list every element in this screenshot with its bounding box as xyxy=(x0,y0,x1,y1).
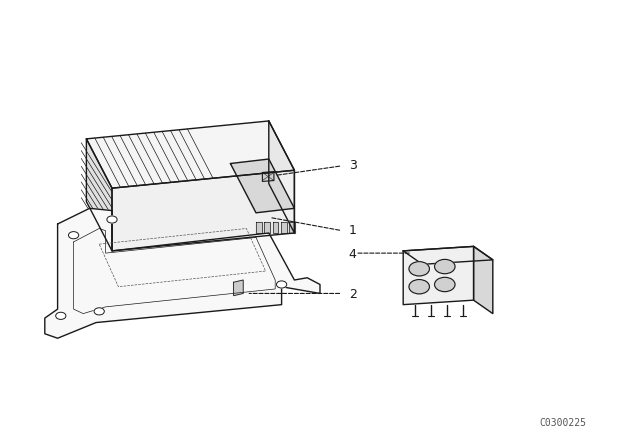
Circle shape xyxy=(435,259,455,274)
Polygon shape xyxy=(86,121,294,188)
Circle shape xyxy=(68,232,79,239)
Polygon shape xyxy=(234,280,243,296)
Polygon shape xyxy=(273,222,278,233)
Circle shape xyxy=(276,281,287,288)
Circle shape xyxy=(94,308,104,315)
Polygon shape xyxy=(86,139,112,251)
Text: 3: 3 xyxy=(349,159,356,172)
Text: 4: 4 xyxy=(349,248,356,261)
Polygon shape xyxy=(289,222,295,233)
Polygon shape xyxy=(403,246,493,264)
Polygon shape xyxy=(262,172,274,181)
Polygon shape xyxy=(403,246,474,305)
Polygon shape xyxy=(112,170,294,251)
Polygon shape xyxy=(256,222,262,233)
Circle shape xyxy=(107,216,117,223)
Text: 1: 1 xyxy=(349,224,356,237)
Circle shape xyxy=(56,312,66,319)
Text: 2: 2 xyxy=(349,288,356,302)
Text: C0300225: C0300225 xyxy=(540,418,587,428)
Circle shape xyxy=(435,277,455,292)
Polygon shape xyxy=(281,222,287,233)
Polygon shape xyxy=(230,159,294,213)
Circle shape xyxy=(409,262,429,276)
Polygon shape xyxy=(474,246,493,314)
Polygon shape xyxy=(269,121,294,233)
Circle shape xyxy=(409,280,429,294)
Polygon shape xyxy=(45,208,320,338)
Polygon shape xyxy=(264,222,270,233)
